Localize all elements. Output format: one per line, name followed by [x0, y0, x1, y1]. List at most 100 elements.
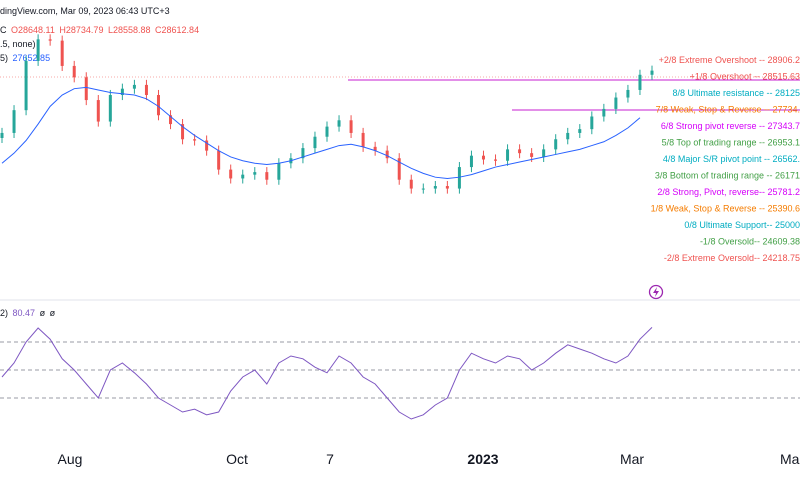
candle-body [481, 155, 485, 160]
header-ohlc: C O28648.11 H28734.79 L28558.88 C28612.8… [0, 25, 201, 35]
candle-body [409, 179, 413, 189]
level-label: 6/8 Strong pivot reverse -- 27343.7 [661, 121, 800, 131]
level-label: 7/8 Weak, Stop & Reverse -- 27734. [656, 104, 800, 114]
candle-body [193, 139, 197, 141]
candle-body [132, 84, 136, 89]
ma-line [1, 86, 641, 179]
moving-average-layer [1, 86, 641, 179]
flash-icon-ring [648, 284, 664, 300]
level-label: 3/8 Bottom of trading range -- 26171 [655, 170, 800, 180]
candle-body [217, 150, 221, 170]
level-label: 5/8 Top of trading range -- 26953.1 [662, 137, 800, 147]
level-label: 8/8 Ultimate resistance -- 28125 [672, 88, 800, 98]
candle-body [169, 115, 173, 125]
candle-body [494, 159, 498, 161]
candle-body [96, 100, 100, 122]
x-tick-label: Mar [620, 451, 644, 467]
ohlc-prefix: C [0, 25, 7, 35]
candle-body [60, 40, 64, 66]
oscillator-line [1, 326, 653, 420]
time-axis-layer: Aug Oct 7 2023 Mar Mar [58, 451, 800, 467]
header-line-1: dingView.com, Mar 09, 2023 06:43 UTC+3 [0, 6, 172, 16]
ma-value: 27652.85 [12, 53, 51, 63]
candle-body [506, 149, 510, 161]
x-tick-label: Oct [226, 451, 248, 467]
candle-body [638, 74, 642, 90]
osc-extra-1: ø [39, 308, 46, 318]
candle-body [650, 70, 654, 75]
candle-body [530, 153, 534, 157]
candle-body [373, 146, 377, 151]
candle-body [325, 126, 329, 137]
candle-body [181, 124, 185, 140]
candle-body [265, 172, 269, 180]
candle-body [48, 39, 52, 41]
candle-body [433, 186, 437, 189]
header-oscillator: 2) 80.47 ø ø [0, 308, 57, 318]
x-tick-label: 7 [326, 451, 334, 467]
header-ma-params: .5, none) [0, 39, 38, 49]
candle-body [614, 97, 618, 109]
osc-prefix: 2) [0, 308, 9, 318]
candle-body [241, 174, 245, 179]
candle-body [421, 188, 425, 190]
candle-body [590, 116, 594, 130]
osc-value: 80.47 [12, 308, 36, 318]
candle-body [337, 120, 341, 127]
candle-body [253, 172, 257, 175]
candle-body [72, 65, 76, 78]
flash-icon-bolt [653, 287, 659, 297]
candle-body [156, 95, 160, 116]
candles-layer [0, 34, 654, 194]
ohlc-close: C28612.84 [155, 25, 200, 35]
candle-body [108, 95, 112, 122]
header-source: dingView.com, Mar 09, 2023 06:43 UTC+3 [0, 6, 170, 16]
ohlc-low: L28558.88 [107, 25, 151, 35]
ma-params: .5, none) [0, 39, 36, 49]
x-tick-label: Mar [780, 451, 800, 467]
candle-body [385, 150, 389, 159]
candle-body [0, 132, 4, 138]
candle-body [626, 89, 630, 98]
candle-body [469, 155, 473, 168]
osc-extra-2: ø [49, 308, 56, 318]
candle-body [120, 88, 124, 96]
candle-body [84, 77, 88, 101]
level-label: +1/8 Overshoot -- 28515.63 [690, 71, 800, 81]
level-label: -1/8 Oversold-- 24609.38 [700, 236, 800, 246]
candle-body [277, 163, 281, 180]
level-label: +2/8 Extreme Overshoot -- 28906.2 [659, 55, 800, 65]
level-label: 2/8 Strong, Pivot, reverse-- 25781.2 [657, 187, 800, 197]
candle-body [144, 84, 148, 96]
header-ma: 5) 27652.85 [0, 53, 52, 63]
candle-body [578, 129, 582, 133]
candle-body [397, 158, 401, 180]
candle-body [229, 169, 233, 179]
candle-body [457, 167, 461, 189]
candle-body [566, 132, 570, 140]
candle-body [12, 110, 16, 133]
candle-body [542, 149, 546, 157]
murrey-levels-layer: +2/8 Extreme Overshoot -- 28906.2 +1/8 Ov… [0, 55, 800, 263]
ohlc-high: H28734.79 [59, 25, 104, 35]
ohlc-open: O28648.11 [11, 25, 55, 35]
candle-body [361, 132, 365, 147]
x-tick-label: Aug [58, 451, 83, 467]
level-label: 0/8 Ultimate Support-- 25000 [684, 220, 800, 230]
candle-body [602, 108, 606, 117]
candle-body [24, 60, 28, 111]
candle-body [205, 140, 209, 151]
candle-body [301, 148, 305, 159]
flash-icon[interactable] [648, 284, 664, 300]
candle-body [518, 149, 522, 154]
candle-body [445, 186, 449, 189]
candle-body [554, 139, 558, 150]
level-label: 1/8 Weak, Stop & Reverse -- 25390.6 [651, 203, 800, 213]
x-tick-label: 2023 [467, 451, 498, 467]
level-label: 4/8 Major S/R pivot point -- 26562. [663, 154, 800, 164]
candle-body [349, 120, 353, 133]
oscillator-layer [0, 299, 800, 420]
candle-body [313, 136, 317, 149]
